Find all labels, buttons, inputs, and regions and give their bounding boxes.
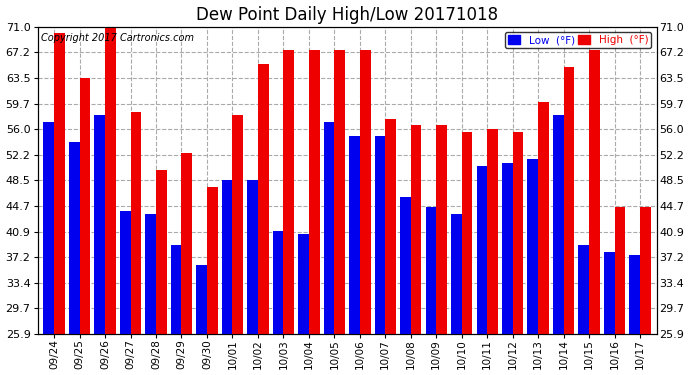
Bar	[477, 166, 487, 334]
Bar	[69, 142, 79, 334]
Bar	[181, 153, 192, 334]
Bar	[79, 78, 90, 334]
Bar	[502, 163, 513, 334]
Bar	[54, 33, 65, 334]
Bar	[258, 64, 268, 334]
Bar	[640, 207, 651, 334]
Bar	[335, 50, 345, 334]
Bar	[578, 245, 589, 334]
Bar	[426, 207, 436, 334]
Bar	[247, 180, 258, 334]
Bar	[513, 132, 524, 334]
Bar	[207, 187, 217, 334]
Bar	[309, 50, 319, 334]
Bar	[221, 180, 233, 334]
Bar	[170, 245, 181, 334]
Bar	[43, 122, 54, 334]
Bar	[324, 122, 335, 334]
Bar	[411, 125, 422, 334]
Legend: Low  (°F), High  (°F): Low (°F), High (°F)	[504, 32, 651, 48]
Bar	[385, 118, 396, 334]
Bar	[273, 231, 284, 334]
Bar	[487, 129, 498, 334]
Bar	[146, 214, 156, 334]
Bar	[375, 136, 385, 334]
Bar	[196, 265, 207, 334]
Bar	[451, 214, 462, 334]
Bar	[527, 159, 538, 334]
Bar	[120, 211, 130, 334]
Bar	[95, 115, 105, 334]
Bar	[156, 170, 167, 334]
Bar	[553, 115, 564, 334]
Bar	[400, 197, 411, 334]
Bar	[130, 112, 141, 334]
Bar	[284, 50, 294, 334]
Title: Dew Point Daily High/Low 20171018: Dew Point Daily High/Low 20171018	[196, 6, 498, 24]
Bar	[615, 207, 625, 334]
Bar	[359, 50, 371, 334]
Bar	[589, 50, 600, 334]
Bar	[105, 27, 116, 334]
Bar	[629, 255, 640, 334]
Text: Copyright 2017 Cartronics.com: Copyright 2017 Cartronics.com	[41, 33, 194, 43]
Bar	[538, 102, 549, 334]
Bar	[233, 115, 243, 334]
Bar	[564, 68, 574, 334]
Bar	[349, 136, 359, 334]
Bar	[298, 234, 309, 334]
Bar	[436, 125, 447, 334]
Bar	[462, 132, 473, 334]
Bar	[604, 252, 615, 334]
